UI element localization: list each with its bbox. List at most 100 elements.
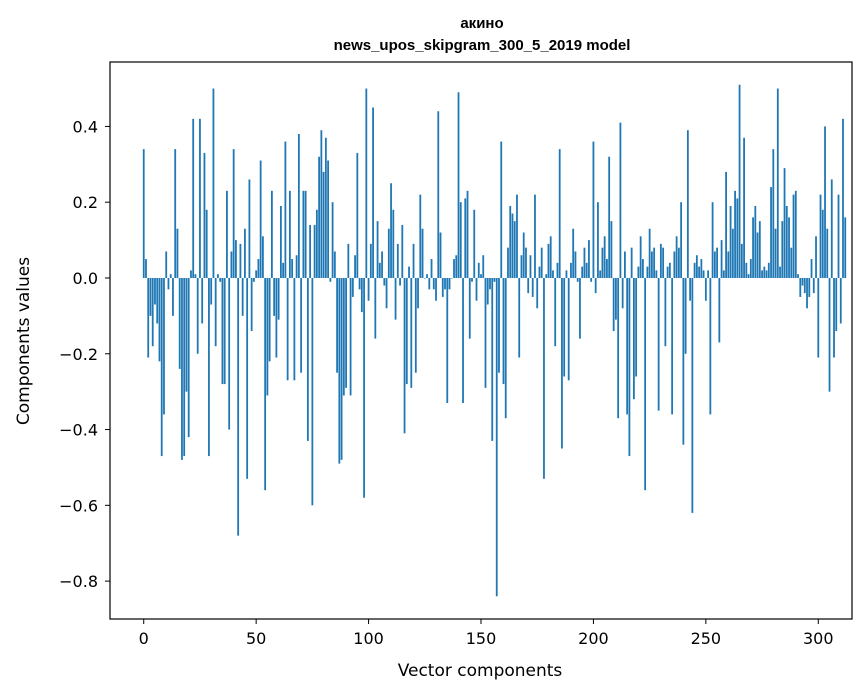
x-tick-label: 250 <box>691 629 722 648</box>
bar <box>579 277 581 339</box>
bar <box>448 277 451 290</box>
bar <box>781 221 784 278</box>
bar <box>657 277 660 411</box>
bar <box>295 255 298 278</box>
bar <box>765 270 768 278</box>
bar <box>740 243 743 278</box>
bar <box>365 88 368 278</box>
bar <box>576 277 579 282</box>
bar <box>601 247 604 278</box>
bar <box>313 224 316 278</box>
bar <box>235 240 237 278</box>
bar <box>264 277 267 491</box>
bar <box>401 224 404 278</box>
bar <box>160 277 163 457</box>
bar <box>637 266 640 278</box>
y-tick-label: −0.2 <box>59 345 98 364</box>
bar <box>552 270 554 278</box>
bar <box>495 277 498 597</box>
bar <box>462 277 464 404</box>
bar <box>662 247 665 278</box>
bar <box>315 209 318 278</box>
bar <box>349 277 352 396</box>
bar <box>558 149 561 278</box>
bar <box>484 277 487 388</box>
bar <box>230 251 233 278</box>
bar <box>536 277 539 309</box>
bar <box>432 277 435 290</box>
y-axis: −0.8 −0.6 −0.4 −0.2 0.0 0.2 0.4 <box>59 117 110 591</box>
bar <box>439 232 442 278</box>
x-tick-label: 50 <box>246 629 266 648</box>
bar <box>788 217 790 278</box>
bar <box>806 277 808 309</box>
bar <box>763 266 766 278</box>
bar <box>145 259 147 278</box>
bar <box>612 277 615 332</box>
bar <box>232 149 235 278</box>
bar <box>248 179 251 278</box>
bar <box>680 202 683 278</box>
bar <box>567 277 570 381</box>
bar <box>194 274 197 278</box>
bar <box>149 277 152 316</box>
bar <box>700 259 703 278</box>
bar <box>585 262 588 278</box>
bar <box>610 221 613 278</box>
bar <box>347 243 350 278</box>
bars-group <box>142 84 847 597</box>
bar <box>154 277 156 305</box>
bar <box>217 274 219 278</box>
bar <box>156 277 159 324</box>
bar <box>727 251 730 278</box>
bar <box>583 247 586 278</box>
bar <box>255 270 258 278</box>
bar <box>734 190 736 278</box>
bar <box>747 274 750 278</box>
bar <box>597 202 599 278</box>
bar <box>412 243 415 278</box>
bar <box>212 88 215 278</box>
bar <box>187 277 190 438</box>
bar <box>331 202 334 278</box>
bar <box>570 262 572 278</box>
bar <box>345 277 347 388</box>
bar <box>399 277 401 286</box>
bar <box>522 232 525 278</box>
bar <box>608 156 611 278</box>
bar <box>664 277 667 347</box>
bar <box>279 205 282 278</box>
bar <box>563 277 566 377</box>
bar <box>266 277 269 396</box>
bar <box>630 247 633 278</box>
bar <box>268 277 271 362</box>
bar <box>632 277 635 400</box>
bar <box>628 277 631 457</box>
bar <box>826 228 829 278</box>
bar <box>635 277 638 377</box>
bar <box>493 277 496 282</box>
bar <box>169 274 172 278</box>
bar <box>504 277 507 419</box>
bar <box>581 266 584 278</box>
bar <box>378 262 381 278</box>
bar <box>603 236 606 278</box>
bar <box>333 251 336 278</box>
bar <box>354 255 356 278</box>
bar <box>489 277 491 290</box>
bar <box>644 277 647 491</box>
bar <box>435 277 437 301</box>
bar <box>531 277 534 297</box>
bar <box>396 243 399 278</box>
bar <box>659 243 662 278</box>
bar <box>351 277 354 297</box>
bar <box>291 259 294 278</box>
bar <box>403 277 406 434</box>
bar <box>381 251 383 278</box>
bar <box>142 149 145 278</box>
bar <box>799 277 802 297</box>
bar <box>237 277 240 536</box>
bar <box>214 277 217 347</box>
bar <box>828 277 831 392</box>
bar <box>624 251 626 278</box>
